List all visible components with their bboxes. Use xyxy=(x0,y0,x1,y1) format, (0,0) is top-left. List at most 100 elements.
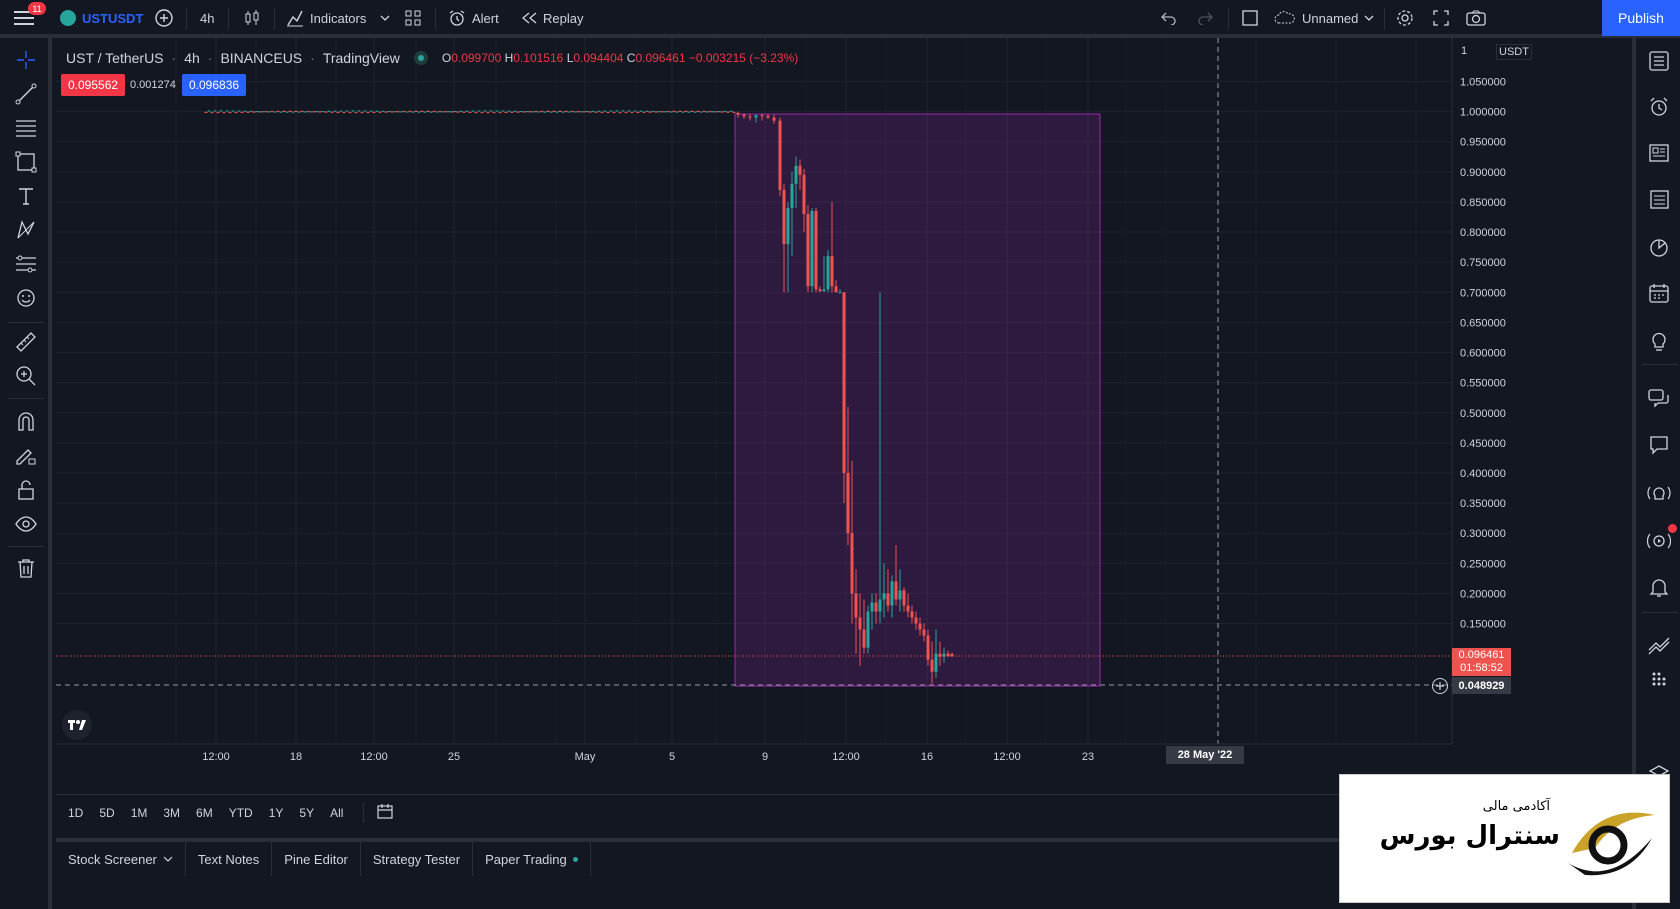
legend-exchange: BINANCEUS xyxy=(220,50,303,66)
scale-mode-label[interactable]: 1 xyxy=(1461,45,1468,57)
chats-button[interactable] xyxy=(1644,384,1674,414)
order-panel-button[interactable] xyxy=(1644,630,1674,660)
calendar-button[interactable] xyxy=(1644,278,1674,308)
goto-date-button[interactable] xyxy=(376,802,394,823)
candle xyxy=(606,111,610,114)
range-all[interactable]: All xyxy=(330,805,344,820)
range-1y[interactable]: 1Y xyxy=(268,805,284,820)
candle xyxy=(327,110,331,113)
candle xyxy=(303,111,307,113)
buy-price-box[interactable]: 0.096836 xyxy=(182,74,247,96)
select-layout-button[interactable] xyxy=(1241,0,1259,36)
range-3m[interactable]: 3M xyxy=(163,805,181,820)
replay-button[interactable]: Replay xyxy=(521,0,583,36)
tab-strategy-tester[interactable]: Strategy Tester xyxy=(361,842,474,876)
alerts-panel-button[interactable] xyxy=(1644,92,1674,122)
shapes-tool[interactable] xyxy=(12,148,40,176)
tab-paper-trading[interactable]: Paper Trading xyxy=(473,842,591,876)
public-chat-button[interactable] xyxy=(1644,430,1674,460)
range-ytd[interactable]: YTD xyxy=(228,805,253,820)
news-icon xyxy=(1649,144,1669,162)
plus-button[interactable] xyxy=(1432,678,1448,694)
candle xyxy=(285,111,289,113)
range-5y[interactable]: 5Y xyxy=(299,805,315,820)
fullscreen-button[interactable] xyxy=(1432,0,1450,36)
menu-button[interactable] xyxy=(14,0,34,36)
high-value: 0.101516 xyxy=(513,51,564,65)
tab-text-notes[interactable]: Text Notes xyxy=(186,842,273,876)
streams-button[interactable] xyxy=(1644,478,1674,508)
chart-type-button[interactable] xyxy=(243,0,261,36)
sell-price-box[interactable]: 0.095562 xyxy=(61,74,126,96)
trend-line-tool[interactable] xyxy=(12,80,40,108)
symbol-search[interactable]: USTUSDT xyxy=(60,0,143,36)
market-status-icon[interactable] xyxy=(413,51,428,65)
candle xyxy=(702,110,706,113)
range-1m[interactable]: 1M xyxy=(130,805,148,820)
crosshair-tool[interactable] xyxy=(12,46,40,74)
snapshot-button[interactable] xyxy=(1466,0,1486,36)
symbol-name: USTUSDT xyxy=(82,10,144,26)
magnet-tool[interactable] xyxy=(12,408,40,436)
ideas-button[interactable] xyxy=(1644,326,1674,356)
alert-button[interactable]: Alert xyxy=(448,0,499,36)
news-button[interactable] xyxy=(1644,138,1674,168)
magnet-icon xyxy=(18,412,34,431)
publish-button[interactable]: Publish xyxy=(1602,0,1680,36)
candle xyxy=(914,611,918,630)
compare-button[interactable] xyxy=(154,0,174,36)
candle xyxy=(669,111,673,113)
indicators-dropdown[interactable] xyxy=(380,0,390,36)
streams-icon xyxy=(1647,486,1671,500)
fullscreen-icon xyxy=(1433,10,1449,26)
patterns-tool[interactable] xyxy=(12,216,40,244)
icons-tool[interactable] xyxy=(12,284,40,312)
chart-pane[interactable]: 1.050000 1.000000 0.950000 0.900000 0.850000… xyxy=(56,38,1552,794)
price-tick-label: 0.750000 xyxy=(1460,257,1506,269)
watchlist-button[interactable] xyxy=(1644,46,1674,76)
layout-name-button[interactable]: Unnamed xyxy=(1274,0,1358,36)
interval-button[interactable]: 4h xyxy=(200,0,214,36)
prediction-tool[interactable] xyxy=(12,250,40,278)
undo-button[interactable] xyxy=(1161,0,1177,36)
candle xyxy=(471,110,475,112)
hotlists-button[interactable] xyxy=(1644,232,1674,262)
candle xyxy=(591,110,595,113)
layout-dropdown[interactable] xyxy=(1364,0,1374,36)
candle xyxy=(372,111,376,113)
hide-drawings-tool[interactable] xyxy=(12,510,40,538)
candle xyxy=(645,110,649,112)
candle xyxy=(324,111,328,113)
candle xyxy=(660,110,664,113)
currency-button[interactable]: USDT xyxy=(1496,44,1532,60)
candle xyxy=(549,111,553,113)
range-1d[interactable]: 1D xyxy=(68,805,84,820)
time-tick-label: 18 xyxy=(290,751,302,763)
templates-button[interactable] xyxy=(404,0,422,36)
redo-button[interactable] xyxy=(1197,0,1213,36)
candle xyxy=(345,110,349,112)
remove-drawings-tool[interactable] xyxy=(12,554,40,582)
notifications-button[interactable] xyxy=(1644,572,1674,602)
fib-tool[interactable] xyxy=(12,114,40,142)
tab-stock-screener[interactable]: Stock Screener xyxy=(56,842,186,876)
tab-pine-editor[interactable]: Pine Editor xyxy=(272,842,361,876)
live-button[interactable] xyxy=(1644,526,1674,556)
measure-tool[interactable] xyxy=(12,328,40,356)
settings-button[interactable] xyxy=(1396,0,1414,36)
tradingview-logo[interactable] xyxy=(62,710,92,740)
zoom-tool[interactable] xyxy=(12,362,40,390)
indicators-label: Indicators xyxy=(310,10,367,26)
candle xyxy=(315,111,319,113)
dom-button[interactable] xyxy=(1644,664,1674,694)
price-chart[interactable]: 1.050000 1.000000 0.950000 0.900000 0.850000… xyxy=(56,38,1552,794)
data-window-button[interactable] xyxy=(1644,184,1674,214)
range-5d[interactable]: 5D xyxy=(99,805,115,820)
stay-drawing-tool[interactable] xyxy=(12,442,40,470)
legend-pair[interactable]: UST / TetherUS xyxy=(66,50,164,66)
indicators-button[interactable]: Indicators xyxy=(286,0,366,36)
range-6m[interactable]: 6M xyxy=(196,805,213,820)
candle xyxy=(846,406,850,546)
text-tool[interactable] xyxy=(12,182,40,210)
lock-drawings-tool[interactable] xyxy=(12,476,40,504)
